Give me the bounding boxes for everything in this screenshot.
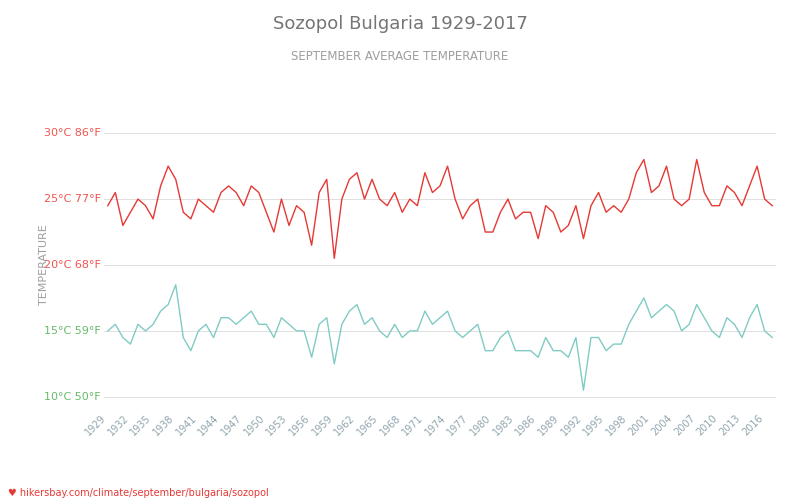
Text: ♥ hikersbay.com/climate/september/bulgaria/sozopol: ♥ hikersbay.com/climate/september/bulgar…	[8, 488, 269, 498]
Text: TEMPERATURE: TEMPERATURE	[38, 224, 49, 306]
Text: 15°C 59°F: 15°C 59°F	[44, 326, 101, 336]
Text: 10°C 50°F: 10°C 50°F	[44, 392, 101, 402]
Text: Sozopol Bulgaria 1929-2017: Sozopol Bulgaria 1929-2017	[273, 15, 527, 33]
Text: 20°C 68°F: 20°C 68°F	[44, 260, 101, 270]
Text: 25°C 77°F: 25°C 77°F	[44, 194, 101, 204]
Text: SEPTEMBER AVERAGE TEMPERATURE: SEPTEMBER AVERAGE TEMPERATURE	[291, 50, 509, 63]
Text: 30°C 86°F: 30°C 86°F	[44, 128, 101, 138]
